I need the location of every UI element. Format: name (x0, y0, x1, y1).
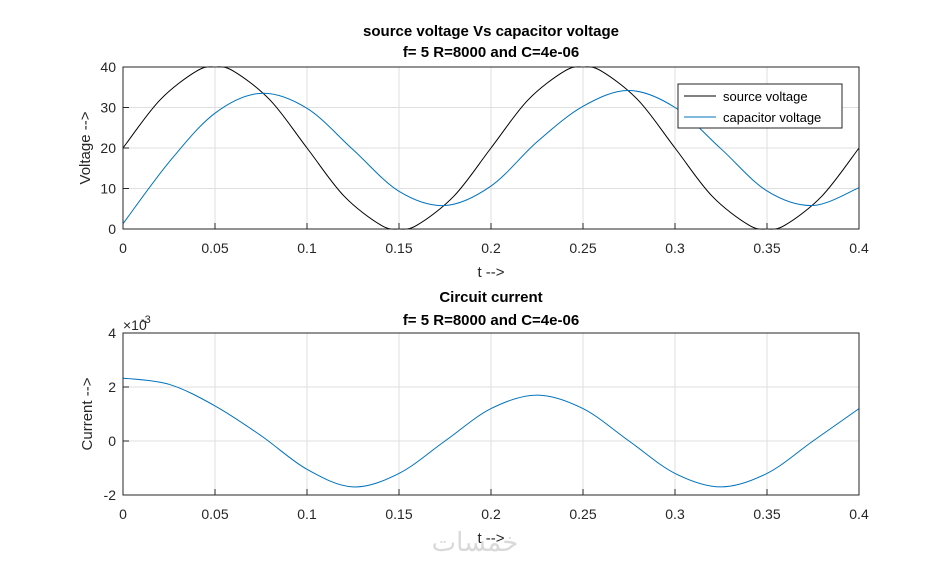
x-tick-label: 0 (119, 506, 127, 522)
y-tick-label: 40 (100, 59, 116, 75)
x-tick-label: 0.25 (569, 240, 596, 256)
y-tick-label: 0 (108, 433, 116, 449)
voltage-chart-ylabel: Voltage --> (77, 111, 94, 184)
x-tick-label: 0.1 (297, 240, 317, 256)
current-chart-lines (122, 377, 860, 488)
voltage-chart-xlabel: t --> (477, 264, 504, 281)
x-tick-label: 0.35 (753, 240, 780, 256)
watermark-text: خمسات (432, 528, 519, 558)
x-tick-label: 0.3 (665, 506, 685, 522)
y-tick-label: 0 (108, 221, 116, 237)
exponent-power: -3 (141, 314, 151, 326)
x-tick-label: 0.05 (201, 506, 228, 522)
current-chart-subtitle: f= 5 R=8000 and C=4e-06 (403, 312, 579, 329)
current-chart-ylabel: Current --> (79, 377, 96, 450)
x-tick-label: 0.05 (201, 240, 228, 256)
x-tick-label: 0 (119, 240, 127, 256)
voltage-chart-lines (122, 66, 860, 230)
current-chart-exponent: ×10 -3 (123, 314, 151, 333)
x-tick-label: 0.15 (385, 240, 412, 256)
y-tick-label: 30 (100, 100, 116, 116)
x-tick-label: 0.2 (481, 240, 501, 256)
series-line-current (122, 377, 860, 488)
voltage-chart-subtitle: f= 5 R=8000 and C=4e-06 (403, 44, 579, 61)
current-chart-grid (122, 332, 860, 496)
voltage-chart-ticks: 0 0.05 0.1 0.15 0.2 0.25 0.3 0.35 0.4 0 10 20 30 40 (100, 59, 869, 256)
voltage-chart-legend: source voltage capacitor voltage (677, 83, 843, 129)
x-tick-label: 0.35 (753, 506, 780, 522)
exponent-base: ×10 (123, 317, 147, 333)
y-tick-label: 10 (100, 181, 116, 197)
voltage-chart: source voltage Vs capacitor voltage f= 5… (77, 23, 869, 281)
legend-label-capacitor-voltage: capacitor voltage (723, 110, 821, 125)
x-tick-label: 0.3 (665, 240, 685, 256)
current-chart-xlabel: t --> (477, 530, 504, 547)
series-line-source-voltage (122, 66, 860, 230)
x-tick-label: 0.4 (849, 506, 869, 522)
y-tick-label: 4 (108, 325, 116, 341)
current-chart-title: Circuit current (439, 289, 542, 306)
x-tick-label: 0.25 (569, 506, 596, 522)
x-tick-label: 0.2 (481, 506, 501, 522)
legend-box (677, 83, 843, 129)
y-tick-label: -2 (104, 487, 117, 503)
x-tick-label: 0.1 (297, 506, 317, 522)
voltage-chart-title: source voltage Vs capacitor voltage (363, 23, 619, 40)
y-tick-label: 20 (100, 140, 116, 156)
series-line-capacitor-voltage (122, 89, 860, 225)
x-tick-label: 0.15 (385, 506, 412, 522)
legend-label-source-voltage: source voltage (723, 89, 808, 104)
x-tick-label: 0.4 (849, 240, 869, 256)
y-tick-label: 2 (108, 379, 116, 395)
current-chart: Circuit current f= 5 R=8000 and C=4e-06 … (79, 289, 869, 547)
